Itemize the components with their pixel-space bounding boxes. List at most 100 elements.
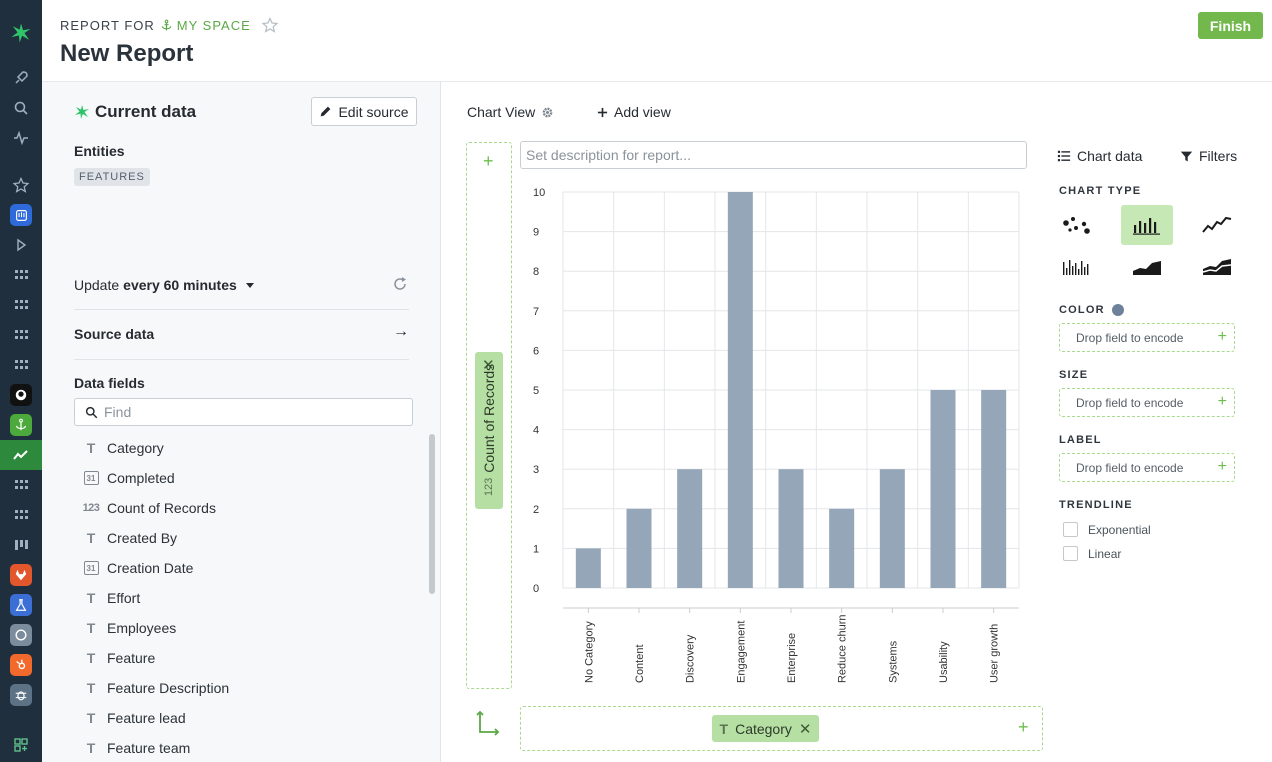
play-icon[interactable] [9,234,33,256]
x-field-type-glyph: T [719,720,729,737]
field-name: Feature team [107,740,191,756]
plus-icon [597,107,608,117]
y-field-pill[interactable]: ✕ 123 Count of Records [475,352,503,509]
tab-chart-data[interactable]: Chart data [1057,148,1142,164]
field-item[interactable]: 123 Count of Records [80,493,420,523]
bug-app-icon[interactable] [9,684,33,706]
remove-icon[interactable]: ✕ [798,720,812,738]
remove-icon[interactable]: ✕ [482,357,495,374]
finish-button[interactable]: Finish [1198,12,1263,39]
trendline-exponential[interactable]: Exponential [1063,522,1151,537]
field-item[interactable]: T Feature lead [80,703,420,733]
hubspot-app-icon[interactable] [9,654,33,676]
plus-icon[interactable]: + [1018,717,1029,737]
label-dropzone[interactable]: Drop field to encode + [1059,453,1235,482]
field-item[interactable]: T Effort [80,583,420,613]
x-axis-dropzone[interactable]: + [520,706,1043,751]
edit-source-button[interactable]: Edit source [311,97,417,126]
search-icon[interactable] [9,97,33,119]
chart-type-bar[interactable] [1121,205,1173,245]
arrow-right-icon[interactable]: → [393,323,409,340]
anchor-app-icon[interactable] [9,414,33,436]
chart-type-stacked-area[interactable] [1191,247,1243,287]
filters-tab-label: Filters [1199,148,1238,164]
star-icon[interactable] [9,174,33,196]
grid-icon[interactable] [9,354,33,376]
field-name: Feature [107,650,156,666]
reports-icon[interactable] [9,444,33,466]
plus-icon[interactable]: + [1217,458,1227,475]
grid-icon[interactable] [9,474,33,496]
plus-icon[interactable]: + [1217,328,1227,345]
checkbox[interactable] [1063,546,1078,561]
grid-icon[interactable] [9,504,33,526]
plus-icon[interactable]: + [1217,393,1227,410]
filter-icon [1180,151,1193,161]
github-app-icon[interactable] [9,384,33,406]
logo-icon[interactable] [9,22,33,44]
field-item[interactable]: T Feature team [80,733,420,762]
size-drop-text: Drop field to encode [1076,395,1184,410]
tab-filters[interactable]: Filters [1180,148,1237,164]
scrollbar[interactable] [429,434,435,594]
source-data-label[interactable]: Source data [74,326,155,342]
trendline-linear[interactable]: Linear [1063,546,1121,561]
calendar-icon: 31 [80,561,102,575]
checkbox[interactable] [1063,522,1078,537]
bar [930,390,956,588]
add-view-button[interactable]: Add view [597,104,671,120]
label-label: LABEL [1059,434,1102,446]
x-tick-label: Enterprise [786,633,798,683]
favorite-star-icon[interactable] [261,17,278,33]
text-type-icon: T [86,650,96,666]
field-item[interactable]: 31 Completed [80,463,420,493]
activity-icon[interactable] [9,127,33,149]
update-frequency[interactable]: Update every 60 minutes [74,277,255,293]
text-type-icon: T [86,710,96,726]
rail-active-highlight [0,440,42,470]
color-dropzone[interactable]: Drop field to encode + [1059,323,1235,352]
gitlab-app-icon[interactable] [9,564,33,586]
field-item[interactable]: T Feature [80,643,420,673]
tab-chart-view[interactable]: Chart View [467,104,554,120]
chart-type-area[interactable] [1121,247,1173,287]
bar [829,508,855,588]
chat-app-icon[interactable] [9,624,33,646]
field-item[interactable]: T Employees [80,613,420,643]
plus-icon[interactable]: + [483,151,494,171]
field-item[interactable]: T Feature Description [80,673,420,703]
chart-type-line[interactable] [1191,205,1243,245]
swap-axes-icon[interactable] [476,710,502,736]
grid-icon[interactable] [9,264,33,286]
size-dropzone[interactable]: Drop field to encode + [1059,388,1235,417]
scatter-chart-icon [1063,217,1090,234]
board-icon[interactable] [9,534,33,556]
x-tick-label: Systems [887,640,899,683]
gear-icon[interactable] [541,106,554,119]
x-tick-label: Usability [938,641,950,683]
add-app-icon[interactable] [9,734,33,756]
x-tick-label: User growth [989,624,1001,683]
field-item[interactable]: 31 Creation Date [80,553,420,583]
field-item[interactable]: T Created By [80,523,420,553]
space-link[interactable]: MY SPACE [160,18,251,33]
color-swatch[interactable] [1111,304,1124,316]
grid-icon[interactable] [9,294,33,316]
chart-type-tick[interactable] [1050,247,1102,287]
x-tick-label: Reduce churn [837,615,849,684]
intercom-app-icon[interactable] [9,204,33,226]
flask-app-icon[interactable] [9,594,33,616]
field-item[interactable]: T Category [80,433,420,463]
rocket-icon[interactable] [9,67,33,89]
x-field-pill[interactable]: T Category ✕ [712,715,819,742]
find-input[interactable] [104,404,394,420]
entity-badge[interactable]: FEATURES [74,168,150,186]
chart-type-scatter[interactable] [1050,205,1102,245]
divider [74,309,409,310]
report-description[interactable] [520,141,1027,169]
refresh-icon[interactable] [392,276,408,292]
grid-icon[interactable] [9,324,33,346]
y-axis-dropzone[interactable]: + [466,142,512,689]
description-input[interactable] [526,147,1021,163]
field-search[interactable] [74,398,413,426]
